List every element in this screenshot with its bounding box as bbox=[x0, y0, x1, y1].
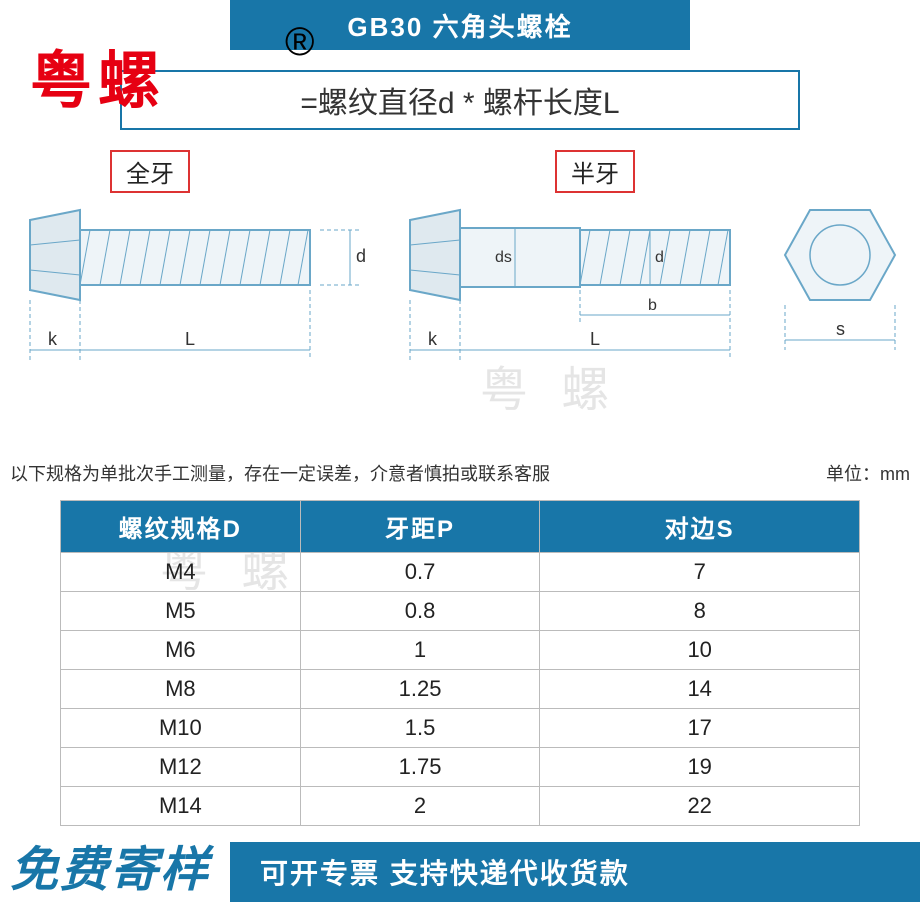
svg-text:L: L bbox=[185, 329, 195, 349]
note-line: 以下规格为单批次手工测量，存在一定误差，介意者慎拍或联系客服 单位：mm bbox=[10, 460, 910, 486]
svg-text:d: d bbox=[655, 249, 664, 266]
table-cell: 7 bbox=[540, 553, 860, 592]
label-full-thread: 全牙 bbox=[110, 150, 190, 193]
table-cell: 17 bbox=[540, 709, 860, 748]
table-cell: M8 bbox=[61, 670, 301, 709]
table-row: M40.77 bbox=[61, 553, 860, 592]
table-cell: 10 bbox=[540, 631, 860, 670]
note-right: 单位：mm bbox=[826, 460, 910, 486]
svg-text:ds: ds bbox=[495, 249, 512, 266]
table-cell: 0.7 bbox=[300, 553, 540, 592]
label-half-thread: 半牙 bbox=[555, 150, 635, 193]
col-thread-spec: 螺纹规格D bbox=[61, 501, 301, 553]
table-row: M50.88 bbox=[61, 592, 860, 631]
spec-table: 螺纹规格D 牙距P 对边S M40.77M50.88M6110M81.2514M… bbox=[60, 500, 860, 826]
hex-head-end-view: s bbox=[770, 190, 910, 370]
brand-logo-text: 粤螺 bbox=[30, 30, 166, 120]
table-row: M14222 bbox=[61, 787, 860, 826]
col-across-flats: 对边S bbox=[540, 501, 860, 553]
svg-text:b: b bbox=[648, 297, 657, 314]
note-left: 以下规格为单批次手工测量，存在一定误差，介意者慎拍或联系客服 bbox=[10, 460, 550, 486]
table-cell: M12 bbox=[61, 748, 301, 787]
footer-bar: 可开专票 支持快递代收货款 bbox=[230, 842, 920, 902]
table-cell: M4 bbox=[61, 553, 301, 592]
table-cell: 2 bbox=[300, 787, 540, 826]
dim-d-label: d bbox=[356, 246, 366, 266]
formula-box: =螺纹直径d * 螺杆长度L bbox=[120, 70, 800, 130]
svg-text:k: k bbox=[428, 329, 438, 349]
diagram-area: 全牙 半牙 d bbox=[0, 150, 920, 410]
bolt-full-thread-diagram: d k L bbox=[20, 190, 370, 370]
table-cell: 19 bbox=[540, 748, 860, 787]
footer-free-sample: 免费寄样 bbox=[10, 830, 230, 900]
svg-text:L: L bbox=[590, 329, 600, 349]
table-cell: 1.25 bbox=[300, 670, 540, 709]
registered-mark: ® bbox=[285, 20, 314, 65]
svg-text:s: s bbox=[836, 319, 845, 339]
table-row: M81.2514 bbox=[61, 670, 860, 709]
table-cell: 8 bbox=[540, 592, 860, 631]
table-cell: M5 bbox=[61, 592, 301, 631]
table-cell: M10 bbox=[61, 709, 301, 748]
table-cell: 1.75 bbox=[300, 748, 540, 787]
table-cell: M14 bbox=[61, 787, 301, 826]
table-row: M6110 bbox=[61, 631, 860, 670]
table-cell: 1.5 bbox=[300, 709, 540, 748]
formula-text: =螺纹直径d * 螺杆长度L bbox=[300, 78, 619, 122]
table-cell: 0.8 bbox=[300, 592, 540, 631]
table-row: M101.517 bbox=[61, 709, 860, 748]
table-cell: 22 bbox=[540, 787, 860, 826]
table-cell: 1 bbox=[300, 631, 540, 670]
bolt-half-thread-diagram: ds d b k L bbox=[400, 190, 750, 370]
svg-text:k: k bbox=[48, 329, 58, 349]
table-header-row: 螺纹规格D 牙距P 对边S bbox=[61, 501, 860, 553]
table-row: M121.7519 bbox=[61, 748, 860, 787]
table-cell: M6 bbox=[61, 631, 301, 670]
table-cell: 14 bbox=[540, 670, 860, 709]
col-pitch: 牙距P bbox=[300, 501, 540, 553]
